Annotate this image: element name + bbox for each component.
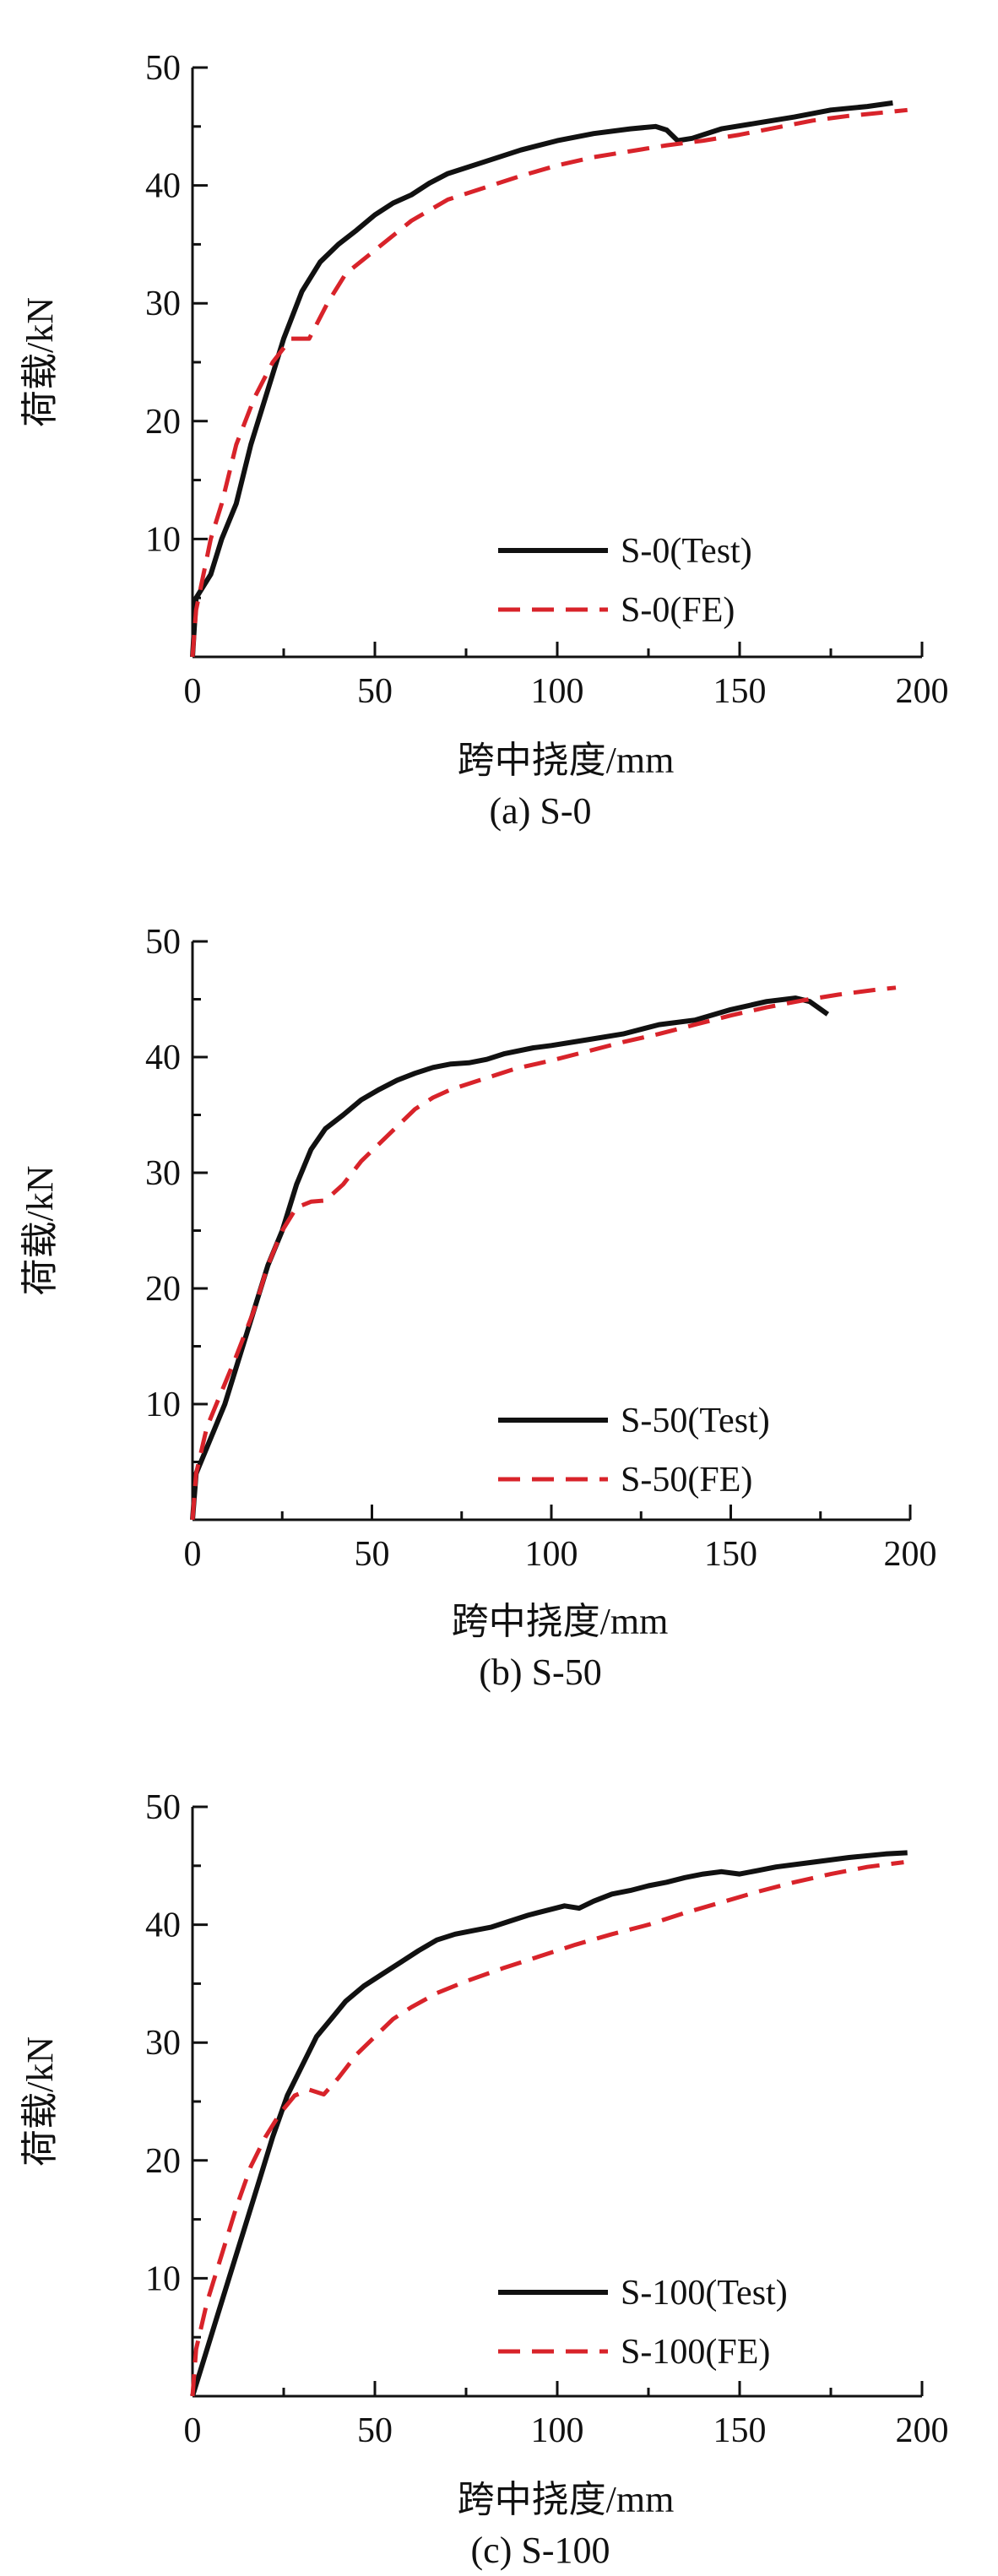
legend-label: S-100(Test): [621, 2274, 788, 2313]
x-tick-label: 50: [355, 1535, 390, 1574]
panel-caption: (b) S-50: [479, 1651, 601, 1693]
y-axis-title: 荷载/kN: [19, 1166, 61, 1296]
x-tick-label: 150: [713, 2411, 767, 2450]
legend-label: S-50(FE): [621, 1461, 752, 1500]
chart-panel-1: 10 20 30 40 50 0 50 100 150 200 跨中挠度/mm 荷载/kN (a) S-…: [19, 49, 949, 832]
panel-caption: (c) S-100: [471, 2530, 610, 2571]
chart-panel-3: 10 20 30 40 50 0 50 100 150 200 跨中挠度/mm 荷载/kN (c) S-…: [19, 1788, 949, 2571]
y-tick-label: 10: [145, 520, 181, 559]
series-line-test: [190, 995, 830, 1521]
x-tick-label: 100: [531, 2411, 584, 2450]
y-tick-label: 30: [145, 1154, 181, 1193]
y-tick-label: 50: [145, 1788, 181, 1827]
panel-caption: (a) S-0: [490, 790, 592, 832]
x-tick-label: 50: [357, 2411, 393, 2450]
x-tick-label: 0: [184, 2411, 202, 2450]
x-tick-label: 50: [357, 672, 393, 711]
y-tick-label: 20: [145, 403, 181, 442]
x-axis-title: 跨中挠度/mm: [452, 1601, 669, 1642]
y-tick-label: 40: [145, 1039, 181, 1077]
x-tick-label: 0: [184, 672, 202, 711]
legend-label: S-100(FE): [621, 2333, 770, 2372]
y-tick-label: 10: [145, 1386, 181, 1424]
x-tick-label: 0: [184, 1535, 202, 1574]
series-line-test: [190, 1850, 908, 2397]
x-axis-title: 跨中挠度/mm: [458, 2479, 675, 2520]
y-tick-label: 50: [145, 923, 181, 962]
y-axis-title: 荷载/kN: [19, 2036, 61, 2167]
x-tick-label: 100: [531, 672, 584, 711]
series-line-test: [190, 100, 893, 658]
chart-panel-2: 10 20 30 40 50 0 50 100 150 200 跨中挠度/mm 荷载/kN (b) S-…: [19, 923, 937, 1693]
y-tick-label: 40: [145, 167, 181, 206]
y-tick-label: 50: [145, 49, 181, 88]
x-tick-label: 200: [884, 1535, 937, 1574]
x-tick-label: 200: [896, 2411, 949, 2450]
y-axis-title: 荷载/kN: [19, 297, 61, 427]
legend-label: S-0(Test): [621, 532, 752, 571]
y-tick-label: 20: [145, 2142, 181, 2181]
x-tick-label: 100: [525, 1535, 578, 1574]
legend-label: S-0(FE): [621, 591, 735, 630]
x-tick-label: 150: [704, 1535, 757, 1574]
y-tick-label: 30: [145, 285, 181, 323]
y-tick-label: 10: [145, 2259, 181, 2298]
series-line-fe: [190, 107, 908, 658]
x-tick-label: 150: [713, 672, 767, 711]
x-tick-label: 200: [896, 672, 949, 711]
x-axis-title: 跨中挠度/mm: [458, 740, 675, 781]
y-tick-label: 30: [145, 2024, 181, 2063]
legend-label: S-50(Test): [621, 1402, 770, 1440]
y-tick-label: 20: [145, 1270, 181, 1309]
series-line-fe: [190, 985, 897, 1521]
series-line-fe: [190, 1860, 904, 2397]
y-tick-label: 40: [145, 1906, 181, 1945]
